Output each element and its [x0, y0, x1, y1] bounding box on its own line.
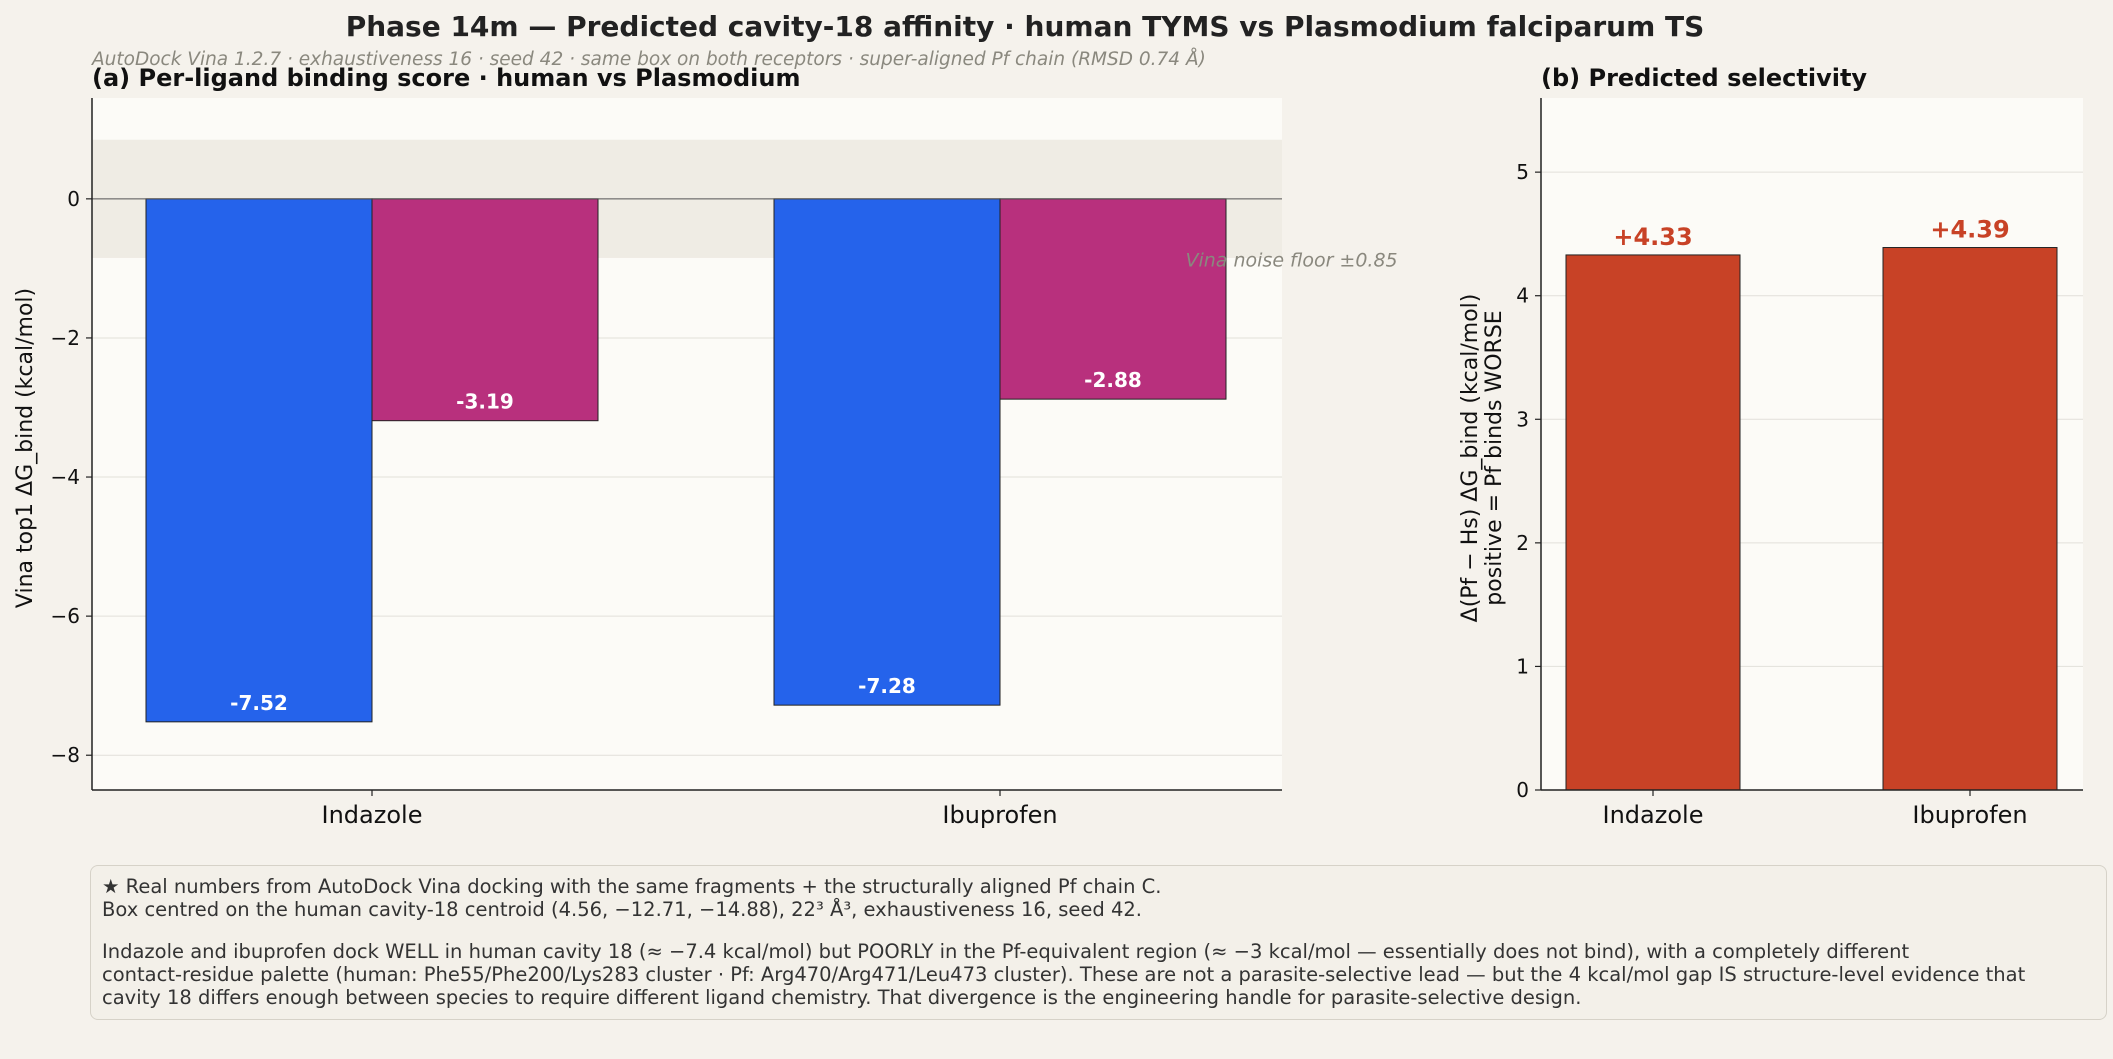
bar-selectivity	[1565, 254, 1741, 791]
bar-plasmodium	[371, 198, 599, 422]
y-axis-label-b-2: positive = Pf binds WORSE	[1482, 310, 1507, 605]
y-tick-label-b: 0	[1516, 778, 1529, 802]
bar-value-label: +4.33	[1613, 223, 1692, 251]
bar-plasmodium	[999, 198, 1227, 400]
footer-note: ★ Real numbers from AutoDock Vina dockin…	[90, 865, 2107, 1020]
bar-value-label: -7.52	[230, 691, 288, 715]
bar-value-label: +4.39	[1930, 216, 2009, 244]
figure-title: Phase 14m — Predicted cavity-18 affinity…	[346, 10, 1705, 43]
panel-a-title: (a) Per-ligand binding score · human vs …	[92, 64, 800, 92]
figure-subtitle: AutoDock Vina 1.2.7 · exhaustiveness 16 …	[91, 48, 1206, 70]
figure: Phase 14m — Predicted cavity-18 affinity…	[13, 10, 2083, 829]
bar-human	[145, 198, 373, 723]
y-tick-label-a: −2	[51, 326, 80, 350]
footer-line-2: Box centred on the human cavity-18 centr…	[102, 898, 1142, 921]
x-tick-label-b: Ibuprofen	[1912, 801, 2027, 829]
footer-spacer	[102, 921, 2095, 940]
bar-human	[773, 198, 1001, 706]
bar-value-label: -3.19	[456, 390, 514, 414]
y-axis-label-a: Vina top1 ΔG_bind (kcal/mol)	[13, 288, 38, 608]
y-tick-label-b: 4	[1516, 284, 1529, 308]
y-axis-label-b: Δ(Pf − Hs) ΔG_bind (kcal/mol)	[1458, 294, 1483, 623]
y-tick-label-a: −8	[51, 743, 80, 767]
footer-line-1: ★ Real numbers from AutoDock Vina dockin…	[102, 875, 1162, 898]
panel-a: (a) Per-ligand binding score · human vs …	[13, 64, 1398, 829]
y-tick-label-b: 3	[1516, 407, 1529, 431]
y-tick-label-a: −4	[51, 465, 80, 489]
x-tick-label-a: Ibuprofen	[942, 801, 1057, 829]
y-tick-label-b: 5	[1516, 160, 1529, 184]
y-tick-label-b: 1	[1516, 654, 1529, 678]
noise-floor-label: Vina noise floor ±0.85	[1185, 249, 1397, 271]
footer-para-line-2: contact-residue palette (human: Phe55/Ph…	[102, 963, 2026, 986]
panel-b: (b) Predicted selectivity +4.33 +4.39 0 1 2 3…	[1458, 64, 2083, 829]
footer-para-line-1: Indazole and ibuprofen dock WELL in huma…	[102, 940, 1910, 963]
bar-value-label: -2.88	[1084, 368, 1142, 392]
bar-selectivity	[1882, 247, 2058, 791]
bar-value-label: -7.28	[858, 674, 916, 698]
y-tick-label-a: −6	[51, 604, 80, 628]
y-tick-label-b: 2	[1516, 531, 1529, 555]
panel-b-title: (b) Predicted selectivity	[1541, 64, 1867, 92]
x-tick-label-b: Indazole	[1603, 801, 1704, 829]
x-tick-label-a: Indazole	[322, 801, 423, 829]
footer-para-line-3: cavity 18 differs enough between species…	[102, 986, 1582, 1009]
y-tick-label-a: 0	[67, 187, 80, 211]
